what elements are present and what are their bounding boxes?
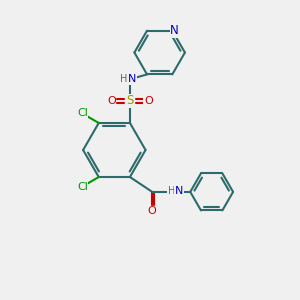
Text: H: H xyxy=(120,74,127,84)
Text: N: N xyxy=(170,24,179,37)
Text: H: H xyxy=(168,186,175,196)
Text: O: O xyxy=(144,96,153,106)
Text: Cl: Cl xyxy=(77,109,88,118)
Text: O: O xyxy=(107,96,116,106)
Text: Cl: Cl xyxy=(77,182,88,191)
Text: N: N xyxy=(128,74,136,84)
Text: S: S xyxy=(126,94,134,107)
Text: O: O xyxy=(148,206,157,216)
Text: N: N xyxy=(175,186,183,196)
